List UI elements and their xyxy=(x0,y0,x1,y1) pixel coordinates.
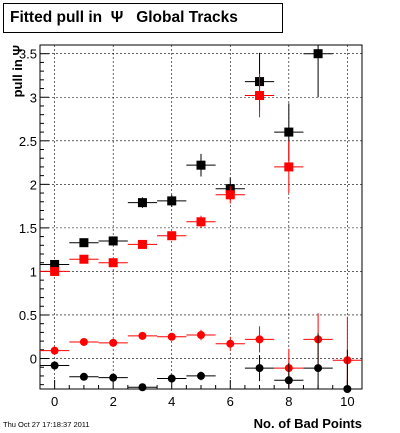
timestamp-label: Thu Oct 27 17:18:37 2011 xyxy=(3,420,90,429)
data-point-circle xyxy=(167,374,176,383)
x-tick-label: 0 xyxy=(51,394,58,409)
data-point-square xyxy=(167,231,177,241)
data-point-circle xyxy=(343,385,352,393)
data-point-circle xyxy=(109,373,118,382)
data-point-circle xyxy=(255,335,264,344)
data-point-square xyxy=(79,238,89,248)
data-point-square xyxy=(284,127,294,137)
data-point-circle xyxy=(197,331,205,340)
data-point-square xyxy=(196,160,206,170)
data-point-square xyxy=(50,266,60,276)
data-point-circle xyxy=(255,364,264,373)
y-tick-label: 2 xyxy=(30,177,37,192)
data-point-square xyxy=(108,236,118,246)
data-point-circle xyxy=(314,364,323,373)
data-point-circle xyxy=(109,338,118,347)
x-axis-label: No. of Bad Points xyxy=(254,416,362,431)
data-point-circle xyxy=(50,361,59,370)
x-tick-label: 2 xyxy=(110,394,117,409)
data-point-square xyxy=(313,49,323,59)
data-point-square xyxy=(196,217,206,227)
grid-lines xyxy=(40,45,362,389)
series-4 xyxy=(40,333,362,393)
data-point-circle xyxy=(197,371,205,380)
data-point-square xyxy=(284,162,294,172)
y-tick-label: 3.5 xyxy=(19,47,37,62)
data-point-square xyxy=(137,198,147,208)
series-2 xyxy=(40,73,304,276)
x-tick-label: 6 xyxy=(227,394,234,409)
data-point-square xyxy=(50,259,60,269)
y-tick-label: 1 xyxy=(30,264,37,279)
data-point-circle xyxy=(138,331,147,340)
y-tick-label: 3 xyxy=(30,90,37,105)
data-point-square xyxy=(255,91,265,101)
data-point-circle xyxy=(138,383,147,392)
data-point-circle xyxy=(50,346,59,355)
data-point-square xyxy=(79,254,89,264)
x-tick-label: 4 xyxy=(168,394,175,409)
data-point-circle xyxy=(79,337,88,346)
data-point-circle xyxy=(79,372,88,381)
y-tick-label: 0 xyxy=(30,352,37,367)
data-series xyxy=(40,45,362,393)
data-point-circle xyxy=(226,339,235,348)
y-tick-label: 0.5 xyxy=(19,308,37,323)
axis-tick-labels: 0 2 4 6 8 10 0 0.5 1 1.5 2 2.5 3 3.5 xyxy=(19,47,355,409)
data-point-square xyxy=(137,239,147,249)
x-tick-label: 10 xyxy=(340,394,354,409)
y-tick-label: 2.5 xyxy=(19,134,37,149)
data-point-circle xyxy=(167,332,176,341)
data-point-circle xyxy=(284,376,293,385)
y-tick-label: 1.5 xyxy=(19,221,37,236)
data-point-square xyxy=(225,190,235,200)
data-point-square xyxy=(167,196,177,206)
y-axis-label: pull in Ψ xyxy=(10,45,25,97)
data-point-square xyxy=(108,258,118,268)
chart-title: Fitted pull in Ψ Global Tracks xyxy=(3,3,283,33)
x-tick-label: 8 xyxy=(285,394,292,409)
